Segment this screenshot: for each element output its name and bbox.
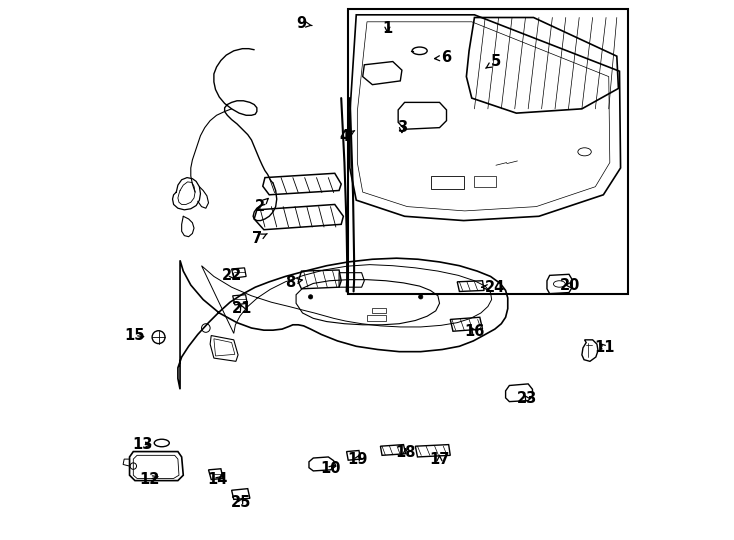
- Text: 24: 24: [482, 280, 505, 295]
- Bar: [474, 176, 496, 187]
- Text: 21: 21: [232, 301, 252, 316]
- Text: 11: 11: [595, 340, 614, 355]
- Text: 4: 4: [339, 129, 355, 144]
- Circle shape: [308, 295, 313, 299]
- Bar: [367, 315, 386, 321]
- Text: 5: 5: [486, 54, 501, 69]
- Text: 1: 1: [382, 21, 393, 36]
- Bar: [432, 176, 464, 190]
- Circle shape: [418, 295, 423, 299]
- Text: 15: 15: [125, 328, 145, 343]
- Text: 20: 20: [560, 278, 581, 293]
- Text: 3: 3: [397, 120, 407, 135]
- Text: 9: 9: [297, 16, 312, 31]
- Text: 8: 8: [286, 275, 302, 290]
- Text: 16: 16: [465, 325, 484, 339]
- Text: 14: 14: [208, 472, 228, 487]
- Text: 12: 12: [139, 472, 159, 487]
- Text: 23: 23: [517, 392, 537, 407]
- Text: 6: 6: [435, 50, 451, 65]
- Text: 19: 19: [347, 451, 368, 467]
- Bar: [372, 308, 386, 313]
- Bar: [348, 9, 628, 294]
- Text: 22: 22: [222, 268, 241, 283]
- Text: 13: 13: [132, 437, 153, 452]
- Text: 2: 2: [255, 198, 268, 214]
- Text: 17: 17: [429, 451, 450, 467]
- Text: 25: 25: [230, 495, 251, 510]
- Text: 7: 7: [252, 231, 267, 246]
- Text: 10: 10: [320, 461, 341, 476]
- Text: 18: 18: [396, 445, 416, 460]
